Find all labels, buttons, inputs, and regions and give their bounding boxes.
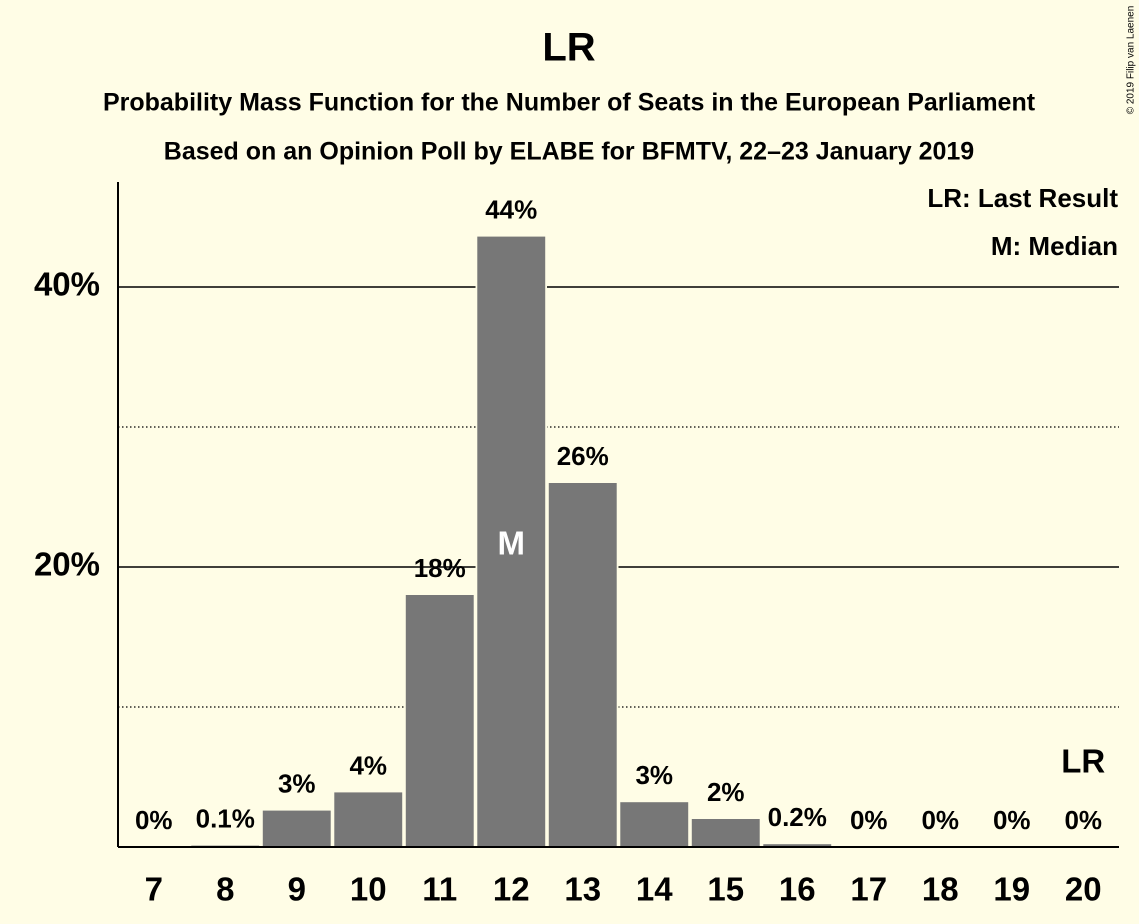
x-tick-label: 14 [636,871,673,908]
legend-entry: M: Median [991,231,1118,261]
value-label: 0% [1064,805,1102,835]
x-tick-label: 20 [1065,871,1102,908]
x-tick-label: 7 [145,871,163,908]
value-label: 2% [707,777,745,807]
chart-title: LR [542,26,595,70]
x-tick-label: 16 [779,871,816,908]
bar-gap [761,840,833,847]
legend-entry: LR: Last Result [927,183,1118,213]
x-tick-label: 18 [922,871,959,908]
value-label: 4% [349,750,387,780]
y-tick-label: 40% [34,266,100,303]
x-tick-label: 13 [564,871,601,908]
value-label: 26% [557,441,609,471]
x-tick-label: 10 [350,871,387,908]
value-label: 0.2% [768,802,827,832]
x-tick-label: 11 [422,871,457,908]
copyright: © 2019 Filip van Laenen [1126,6,1137,115]
bar [334,792,403,847]
bar-gap [189,841,261,847]
value-label: 18% [414,553,466,583]
bar [620,802,689,847]
last-result-marker: LR [1061,743,1105,780]
x-tick-label: 8 [216,871,234,908]
bar [548,483,617,847]
value-label: 44% [485,194,537,224]
chart-subtitle: Probability Mass Function for the Number… [103,89,1036,117]
bar [262,810,331,847]
x-tick-label: 15 [707,871,744,908]
value-label: 3% [278,768,316,798]
x-tick-label: 12 [493,871,530,908]
x-tick-label: 19 [993,871,1030,908]
chart-subtitle: Based on an Opinion Poll by ELABE for BF… [164,138,974,166]
value-label: 0.1% [196,803,255,833]
value-label: 0% [993,805,1031,835]
bar [405,595,474,847]
bar [477,236,546,848]
value-label: 0% [135,805,173,835]
x-tick-label: 17 [850,871,887,908]
bar [691,819,760,847]
value-label: 0% [850,805,888,835]
y-tick-label: 20% [34,546,100,583]
value-label: 0% [921,805,959,835]
value-label: 3% [635,760,673,790]
median-marker: M [498,525,526,562]
x-tick-label: 9 [288,871,306,908]
bar [763,844,832,847]
